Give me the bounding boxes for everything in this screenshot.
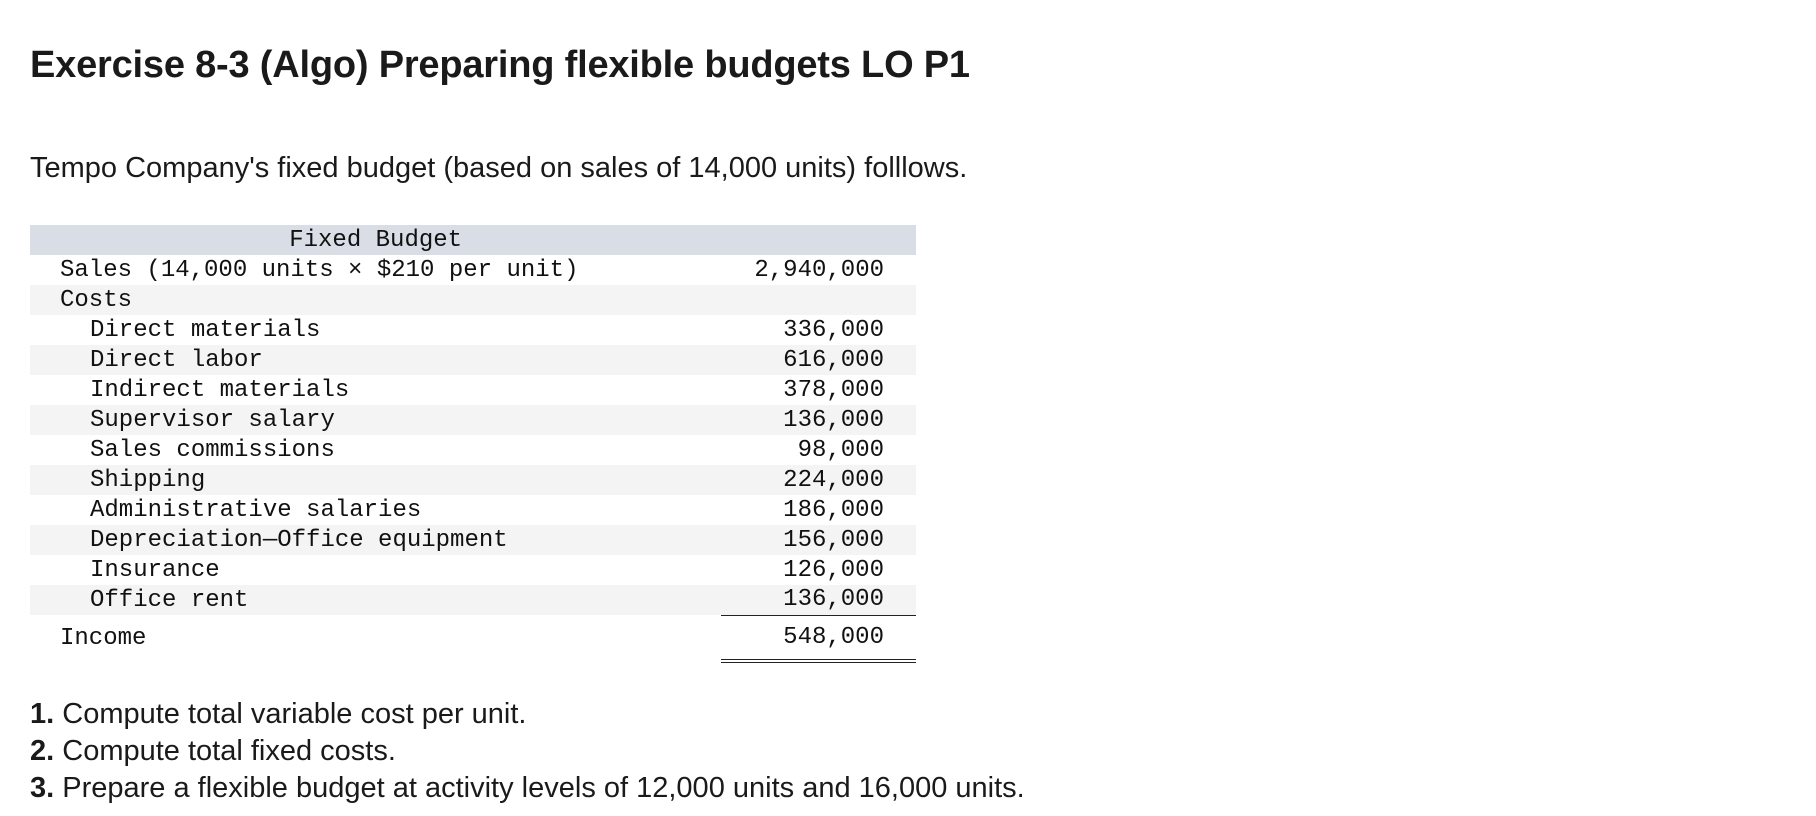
cost-value: 336,000 [783,316,884,344]
sales-label: Sales (14,000 units × $210 per unit) [60,256,579,284]
table-header-spacer [721,225,916,255]
cost-label: Depreciation—Office equipment [30,525,722,555]
sales-row: Sales (14,000 units × $210 per unit) 2,9… [30,255,916,285]
costs-heading-spacer [721,285,916,315]
question-text: Compute total variable cost per unit. [62,698,527,730]
page-title: Exercise 8-3 (Algo) Preparing flexible b… [30,44,970,86]
table-header: Fixed Budget [30,225,722,255]
cost-label: Direct materials [90,316,321,344]
question-number: 2. [30,735,55,767]
cost-value: 378,000 [783,376,884,404]
cost-value: 126,000 [783,556,884,584]
question-item: 2. Compute total fixed costs. [30,733,1025,770]
cost-row-direct-labor: Direct labor 616,000 [30,345,916,375]
cost-row-supervisor-salary: Supervisor salary 136,000 [30,405,916,435]
cost-label: Shipping [30,465,722,495]
cost-row-indirect-materials: Indirect materials 378,000 [30,375,916,405]
intro-text: Tempo Company's fixed budget (based on s… [30,152,968,184]
cost-value: 156,000 [721,525,916,555]
cost-row-direct-materials: Direct materials 336,000 [30,315,916,345]
cost-label: Indirect materials [90,376,350,404]
cost-row-sales-commissions: Sales commissions 98,000 [30,435,916,465]
questions-list: 1. Compute total variable cost per unit.… [30,696,1025,807]
cost-label: Sales commissions [90,436,335,464]
cost-value: 98,000 [797,436,884,464]
cost-label: Administrative salaries [90,496,422,524]
cost-value: 186,000 [783,496,884,524]
cost-value: 136,000 [721,585,916,616]
question-text: Compute total fixed costs. [62,735,396,767]
costs-label: Costs [30,285,722,315]
cost-value: 224,000 [721,465,916,495]
question-text: Prepare a flexible budget at activity le… [62,772,1025,804]
cost-row-office-rent: Office rent 136,000 [30,585,916,616]
question-item: 1. Compute total variable cost per unit. [30,696,1025,733]
income-label: Income [60,624,147,652]
cost-label: Direct labor [30,345,722,375]
cost-row-depreciation: Depreciation—Office equipment 156,000 [30,525,916,555]
question-number: 1. [30,698,55,730]
cost-value: 136,000 [721,405,916,435]
question-number: 3. [30,772,55,804]
fixed-budget-table: Fixed Budget Sales (14,000 units × $210 … [30,225,916,663]
income-row: Income 548,000 [30,615,916,663]
costs-heading-row: Costs [30,285,916,315]
cost-label: Insurance [90,556,220,584]
sales-value: 2,940,000 [754,256,884,284]
cost-row-shipping: Shipping 224,000 [30,465,916,495]
cost-value: 616,000 [721,345,916,375]
income-value: 548,000 [721,615,916,663]
cost-label: Office rent [30,585,722,615]
cost-row-insurance: Insurance 126,000 [30,555,916,585]
cost-row-administrative-salaries: Administrative salaries 186,000 [30,495,916,525]
cost-label: Supervisor salary [30,405,722,435]
question-item: 3. Prepare a flexible budget at activity… [30,770,1025,807]
table-header-row: Fixed Budget [30,225,916,255]
